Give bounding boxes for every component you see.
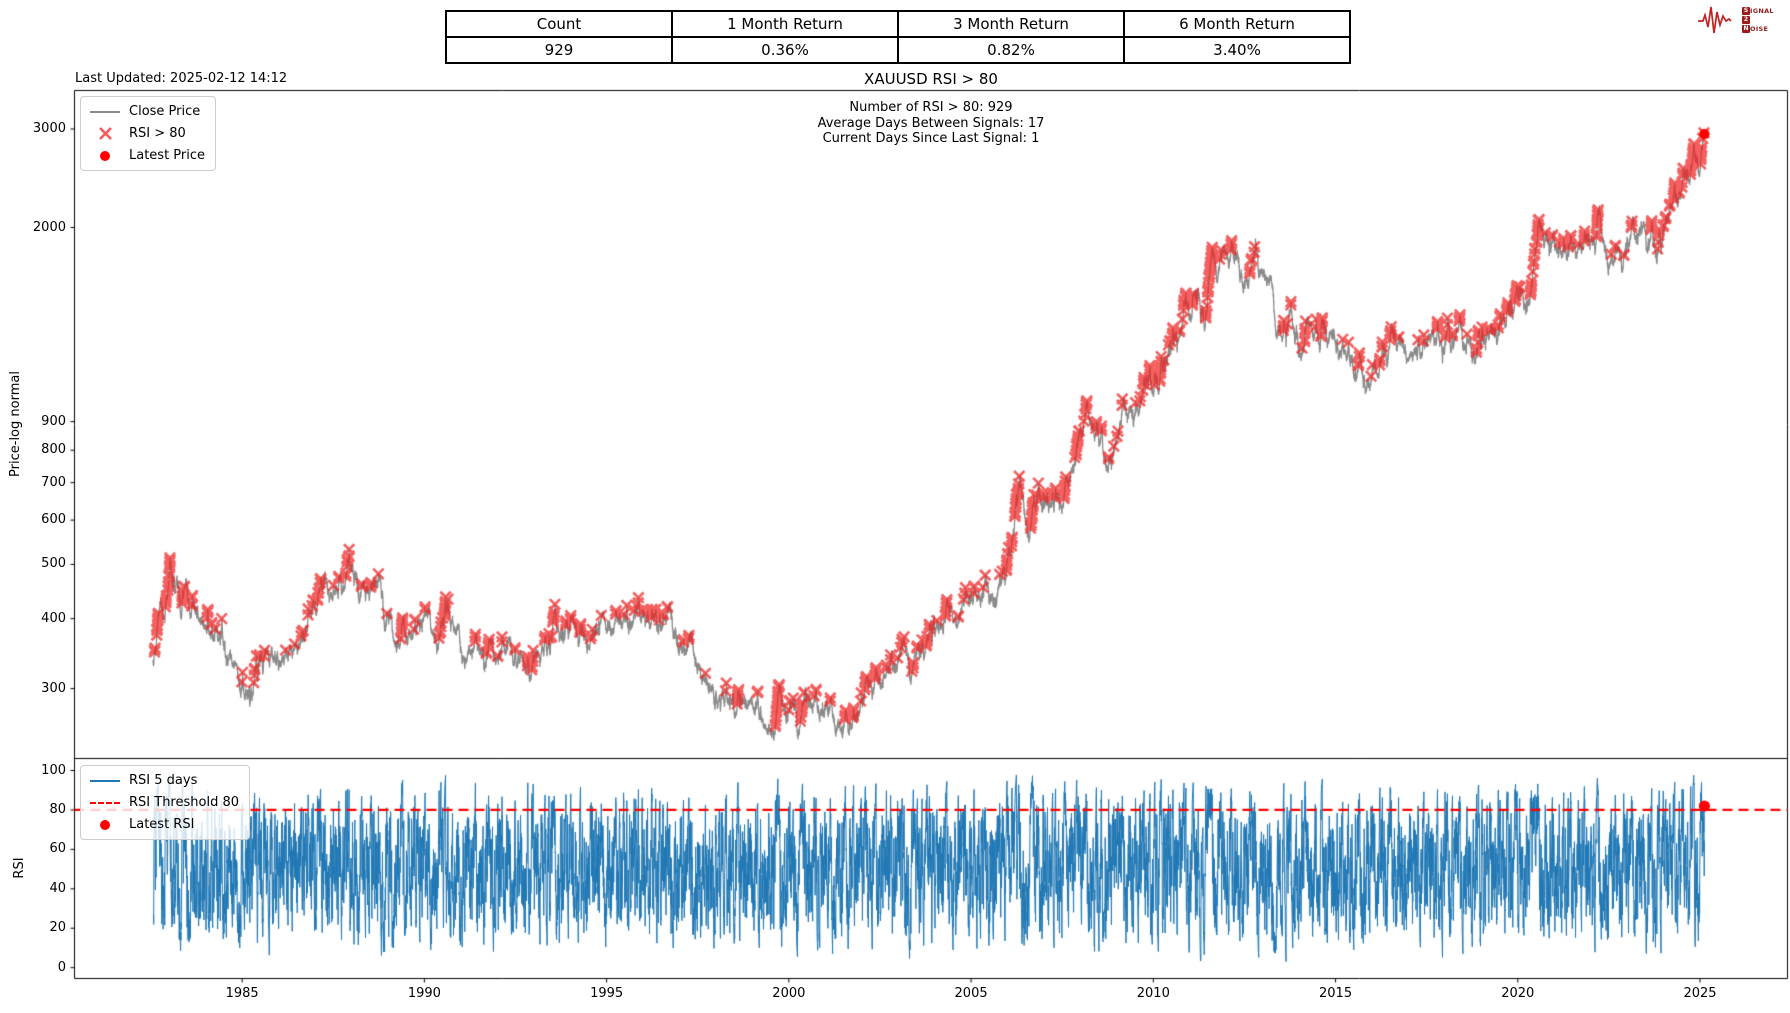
price-y-tick-label: 300 [41, 680, 66, 696]
legend-item-rsi-signal: RSI > 80 [90, 126, 205, 141]
col-header-6m-return: 6 Month Return [1124, 11, 1350, 37]
rsi-axis-label: RSI [12, 857, 27, 879]
summary-table: Count 1 Month Return 3 Month Return 6 Mo… [445, 10, 1351, 64]
heartbeat-waveform-icon [1698, 6, 1732, 34]
logo-letter-2: 2 [1742, 16, 1750, 24]
blue-line-swatch-icon [90, 779, 120, 782]
rsi-legend: RSI 5 days RSI Threshold 80 Latest RSI [80, 765, 250, 840]
col-header-count: Count [446, 11, 672, 37]
price-y-tick-label: 400 [41, 610, 66, 626]
logo-letter-s: S [1742, 7, 1750, 15]
year-x-tick-label: 1990 [407, 985, 441, 1001]
signal-stats-annotation: Number of RSI > 80: 929 Average Days Bet… [74, 100, 1788, 147]
legend-item-latest-price: Latest Price [90, 148, 205, 163]
red-dot-icon [90, 819, 120, 830]
col-header-1m-return: 1 Month Return [672, 11, 898, 37]
value-3m-return: 0.82% [898, 37, 1124, 63]
logo-text: S IGNAL 2 N OISE [1742, 7, 1774, 33]
price-y-tick-label: 800 [41, 442, 66, 458]
red-dashed-line-icon [90, 801, 120, 804]
year-x-tick-label: 1995 [590, 985, 624, 1001]
year-x-tick-label: 2010 [1136, 985, 1170, 1001]
year-x-tick-label: 2015 [1319, 985, 1353, 1001]
value-6m-return: 3.40% [1124, 37, 1350, 63]
rsi-y-tick-label: 80 [49, 801, 66, 817]
price-y-tick-label: 2000 [32, 219, 66, 235]
summary-table-value-row: 929 0.36% 0.82% 3.40% [446, 37, 1350, 63]
rsi-y-tick-label: 100 [41, 762, 66, 778]
price-y-tick-label: 700 [41, 474, 66, 490]
rsi-y-tick-label: 60 [49, 841, 66, 857]
rsi-y-tick-label: 20 [49, 920, 66, 936]
annotation-count: Number of RSI > 80: 929 [849, 100, 1013, 115]
logo-letter-n: N [1742, 25, 1750, 33]
legend-item-rsi-threshold: RSI Threshold 80 [90, 795, 239, 810]
year-x-tick-label: 2025 [1683, 985, 1717, 1001]
price-y-tick-label: 600 [41, 512, 66, 528]
price-y-tick-label: 500 [41, 556, 66, 572]
value-count: 929 [446, 37, 672, 63]
legend-item-rsi-line: RSI 5 days [90, 773, 239, 788]
value-1m-return: 0.36% [672, 37, 898, 63]
gray-line-swatch-icon [90, 110, 120, 113]
red-dot-icon [90, 150, 120, 161]
rsi-y-tick-label: 0 [57, 959, 66, 975]
rsi-y-tick-label: 40 [49, 880, 66, 896]
legend-item-latest-rsi: Latest RSI [90, 817, 239, 832]
annotation-days-since: Current Days Since Last Signal: 1 [822, 131, 1040, 146]
legend-item-close-price: Close Price [90, 104, 205, 119]
col-header-3m-return: 3 Month Return [898, 11, 1124, 37]
last-updated-text: Last Updated: 2025-02-12 14:12 [75, 71, 288, 86]
price-legend: Close Price RSI > 80 Latest Price [80, 96, 217, 171]
chart-title: XAUUSD RSI > 80 [864, 70, 998, 88]
annotation-avg-days: Average Days Between Signals: 17 [817, 115, 1045, 131]
price-y-tick-label: 900 [41, 413, 66, 429]
price-y-tick-label: 3000 [32, 121, 66, 136]
summary-table-header-row: Count 1 Month Return 3 Month Return 6 Mo… [446, 11, 1350, 37]
red-x-marker-icon [90, 126, 120, 141]
year-x-tick-label: 2005 [954, 985, 988, 1001]
signal2noise-logo: S IGNAL 2 N OISE [1698, 4, 1774, 36]
year-x-tick-label: 2020 [1501, 985, 1535, 1001]
year-x-tick-label: 1985 [225, 985, 259, 1001]
year-x-tick-label: 2000 [772, 985, 806, 1001]
